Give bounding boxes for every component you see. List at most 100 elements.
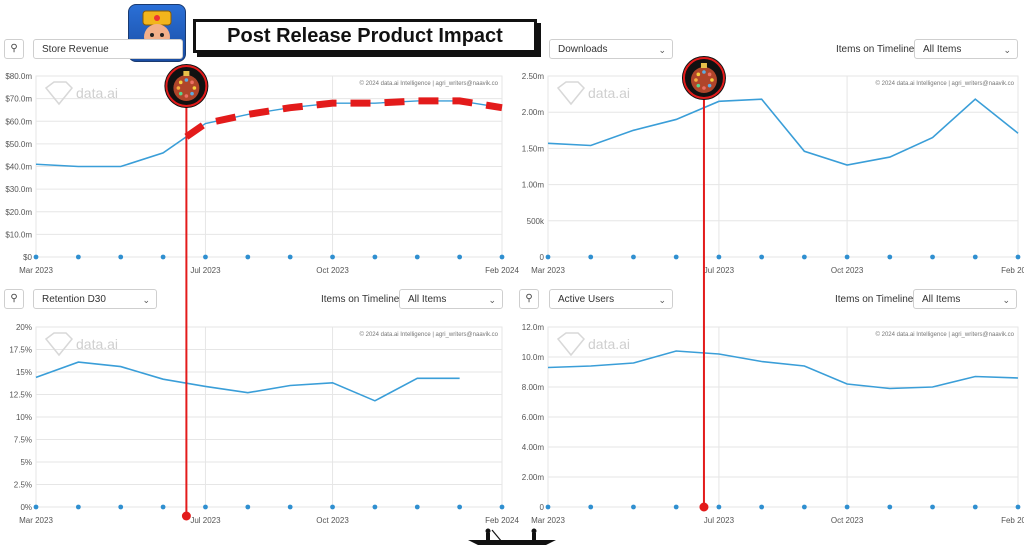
ornament-cap: [183, 71, 190, 76]
chevron-down-icon: ⌄: [488, 295, 496, 305]
chart-downloads: 0 500k 1.00m 1.50m 2.00m 2.50m Mar 2023 Jul 202…: [522, 72, 1024, 275]
x-tick-label: Jul 2023: [190, 516, 221, 525]
timeline-dot: [759, 504, 765, 510]
timeline-dot: [887, 254, 893, 260]
x-tick-label: Oct 2023: [316, 266, 349, 275]
timeline-dot: [673, 254, 679, 260]
ornament-dot: [710, 78, 714, 82]
metric-select-store-revenue[interactable]: Store Revenue: [33, 39, 183, 59]
ornament-dot: [707, 72, 712, 77]
y-tick-label: 5%: [20, 458, 32, 467]
items-on-timeline-label: Items on Timeline:: [835, 294, 917, 305]
series-line: [35, 361, 460, 402]
items-on-timeline-label: Items on Timeline:: [836, 44, 918, 55]
metric-select-active-users[interactable]: Active Users ⌄: [549, 289, 673, 309]
copyright-text: © 2024 data.ai Intelligence | agri_write…: [360, 331, 499, 338]
red-dashed-highlight: [184, 97, 503, 140]
chevron-down-icon: ⌄: [1002, 295, 1010, 305]
watermark-text: data.ai: [588, 336, 630, 352]
timeline-dot: [972, 504, 978, 510]
ornament-dot: [702, 70, 706, 74]
metric-select-downloads[interactable]: Downloads ⌄: [549, 39, 673, 59]
diamond-logo-icon: [44, 81, 74, 106]
y-tick-label: 0: [540, 503, 545, 512]
x-tick-label: Mar 2023: [531, 266, 565, 275]
y-tick-label: $0: [23, 253, 32, 262]
y-tick-label: $40.0m: [5, 163, 32, 172]
timeline-dot: [545, 504, 551, 510]
timeline-dot: [887, 504, 893, 510]
timeline-dot: [716, 504, 722, 510]
chart-store-revenue: $0 $10.0m $20.0m $30.0m $40.0m $50.0m $60.0m $7…: [5, 72, 519, 275]
x-tick-label: Mar 2023: [531, 516, 565, 525]
y-tick-label: $20.0m: [5, 208, 32, 217]
x-tick-label: Jul 2023: [704, 516, 735, 525]
ornament-dot: [702, 86, 706, 90]
chevron-down-icon: ⌄: [658, 295, 666, 305]
y-tick-label: 12.5%: [9, 391, 32, 400]
chevron-down-icon: ⌄: [658, 45, 666, 55]
x-tick-label: Oct 2023: [831, 266, 864, 275]
ornament-icon-ring: [682, 57, 725, 99]
ornament-cap: [700, 63, 707, 68]
timeline-dot: [414, 254, 420, 260]
timeline-dot: [631, 254, 636, 260]
zoom-icon[interactable]: ⚲: [4, 39, 24, 59]
timeline-dot: [844, 504, 850, 510]
chevron-down-icon: ⌄: [142, 295, 150, 305]
timeline-dot: [499, 254, 505, 260]
y-tick-label: 4.00m: [522, 443, 545, 452]
watermark-text: data.ai: [588, 85, 630, 101]
chart-active-users: 0 2.00m 4.00m 6.00m 8.00m 10.0m 12.0m Mar 2023 J…: [522, 323, 1024, 525]
timeline-dot: [160, 504, 166, 510]
x-tick-label: Jul 2023: [190, 266, 221, 275]
metric-select-retention[interactable]: Retention D30 ⌄: [33, 289, 157, 309]
ornament-dot: [178, 80, 183, 85]
timeline-dot: [160, 254, 166, 260]
timeline-dot: [1015, 254, 1021, 260]
timeline-dot: [75, 504, 81, 510]
timeline-dot: [118, 504, 124, 510]
timeline-dot: [716, 254, 722, 260]
y-tick-label: $70.0m: [5, 95, 32, 104]
timeline-dot: [330, 504, 335, 510]
ornament-dot: [176, 86, 181, 90]
x-tick-label: Feb 2024: [485, 266, 519, 275]
watermark-text: data.ai: [76, 336, 118, 352]
items-select-active-users[interactable]: All Items ⌄: [913, 289, 1017, 309]
x-tick-label: Feb 2024: [1001, 516, 1024, 525]
timeline-dot: [203, 504, 208, 510]
timeline-dot: [801, 254, 807, 260]
y-tick-label: 500k: [527, 217, 545, 226]
timeline-dot: [588, 254, 594, 260]
x-tick-label: Mar 2023: [19, 516, 53, 525]
items-select-downloads[interactable]: All Items ⌄: [914, 39, 1018, 59]
metric-select-label: Retention D30: [42, 294, 106, 305]
timeline-dot: [930, 254, 935, 260]
timeline-dot: [245, 254, 251, 260]
items-on-timeline-label: Items on Timeline:: [321, 294, 403, 305]
y-tick-label: 10.0m: [522, 353, 545, 362]
ornament-icon-ring: [165, 65, 208, 107]
ornament-dot: [190, 80, 194, 85]
series-line: [35, 136, 187, 168]
chart-retention: 0% 2.5% 5% 7.5% 10% 12.5% 15% 17.5% 20% Mar 2023 J…: [9, 323, 519, 525]
y-tick-label: 17.5%: [9, 346, 32, 355]
series-line: [547, 350, 1019, 390]
timeline-dot: [457, 504, 463, 510]
ornament-dot: [696, 83, 701, 88]
boat-logo: [468, 528, 556, 545]
timeline-dot: [1015, 504, 1021, 510]
timeline-dot: [33, 504, 39, 510]
timeline-dot: [631, 504, 636, 510]
items-select-retention[interactable]: All Items ⌄: [399, 289, 503, 309]
page-title: Post Release Product Impact: [193, 19, 537, 53]
zoom-icon[interactable]: ⚲: [519, 289, 539, 309]
timeline-dot: [287, 504, 293, 510]
zoom-icon[interactable]: ⚲: [4, 289, 24, 309]
ornament-dot: [707, 83, 712, 88]
y-tick-label: 1.50m: [522, 144, 545, 153]
y-tick-label: 2.00m: [522, 108, 545, 117]
ornament-dot: [178, 91, 183, 96]
